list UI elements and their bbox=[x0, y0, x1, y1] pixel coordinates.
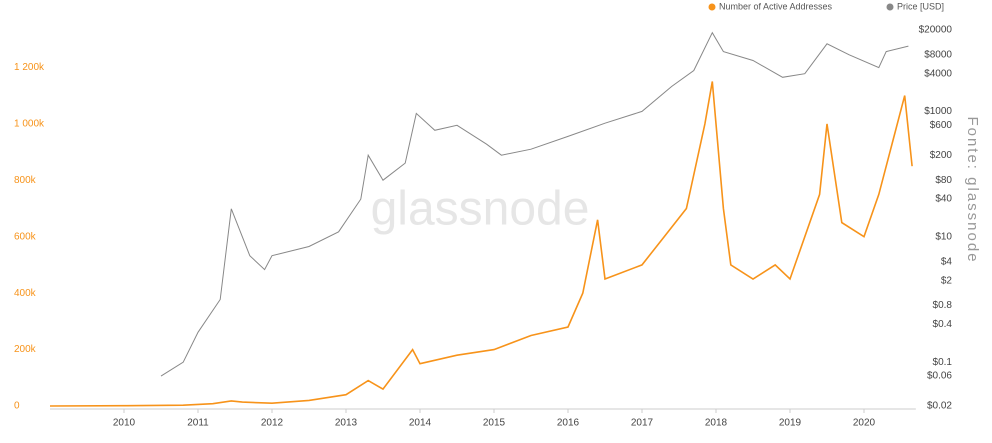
y2-tick-label: $200 bbox=[930, 150, 953, 161]
x-tick-label: 2020 bbox=[853, 418, 876, 429]
y2-tick-label: $600 bbox=[930, 120, 953, 131]
legend-marker bbox=[708, 3, 716, 11]
y-tick-label: 800k bbox=[14, 175, 37, 186]
y2-tick-label: $0.8 bbox=[933, 300, 953, 311]
y-tick-label: 600k bbox=[14, 231, 37, 242]
source-note: Fonte: glassnode bbox=[964, 116, 981, 263]
y2-tick-label: $0.1 bbox=[933, 357, 953, 368]
x-tick-label: 2017 bbox=[631, 418, 654, 429]
x-tick-label: 2016 bbox=[557, 418, 580, 429]
y2-tick-label: $2 bbox=[941, 275, 953, 286]
y2-tick-label: $1000 bbox=[924, 106, 952, 117]
x-tick-label: 2012 bbox=[261, 418, 284, 429]
y2-tick-label: $8000 bbox=[924, 49, 952, 60]
legend-marker bbox=[886, 3, 894, 11]
y2-tick-label: $0.02 bbox=[927, 401, 952, 412]
y2-tick-label: $4000 bbox=[924, 68, 952, 79]
y2-tick-label: $0.4 bbox=[933, 319, 953, 330]
y2-tick-label: $80 bbox=[935, 175, 952, 186]
x-tick-label: 2013 bbox=[335, 418, 358, 429]
series-line bbox=[49, 81, 913, 407]
x-tick-label: 2010 bbox=[113, 418, 136, 429]
x-tick-label: 2011 bbox=[187, 418, 209, 429]
y2-tick-label: $20000 bbox=[919, 25, 953, 36]
x-tick-label: 2014 bbox=[409, 418, 432, 429]
y-tick-label: 1 000k bbox=[14, 118, 45, 129]
y-tick-label: 0 bbox=[14, 401, 20, 412]
x-tick-label: 2018 bbox=[705, 418, 728, 429]
y2-tick-label: $0.06 bbox=[927, 371, 952, 382]
watermark: glassnode bbox=[371, 183, 590, 236]
x-tick-label: 2015 bbox=[483, 418, 506, 429]
y2-tick-label: $40 bbox=[935, 194, 952, 205]
series-line bbox=[160, 31, 909, 377]
x-tick-label: 2019 bbox=[779, 418, 802, 429]
y2-tick-label: $4 bbox=[941, 256, 953, 267]
y-tick-label: 200k bbox=[14, 344, 37, 355]
legend-label: Number of Active Addresses bbox=[719, 1, 833, 11]
legend-label: Price [USD] bbox=[897, 1, 944, 11]
y-tick-label: 400k bbox=[14, 288, 37, 299]
y-tick-label: 1 200k bbox=[14, 62, 45, 73]
y2-tick-label: $10 bbox=[935, 231, 952, 242]
